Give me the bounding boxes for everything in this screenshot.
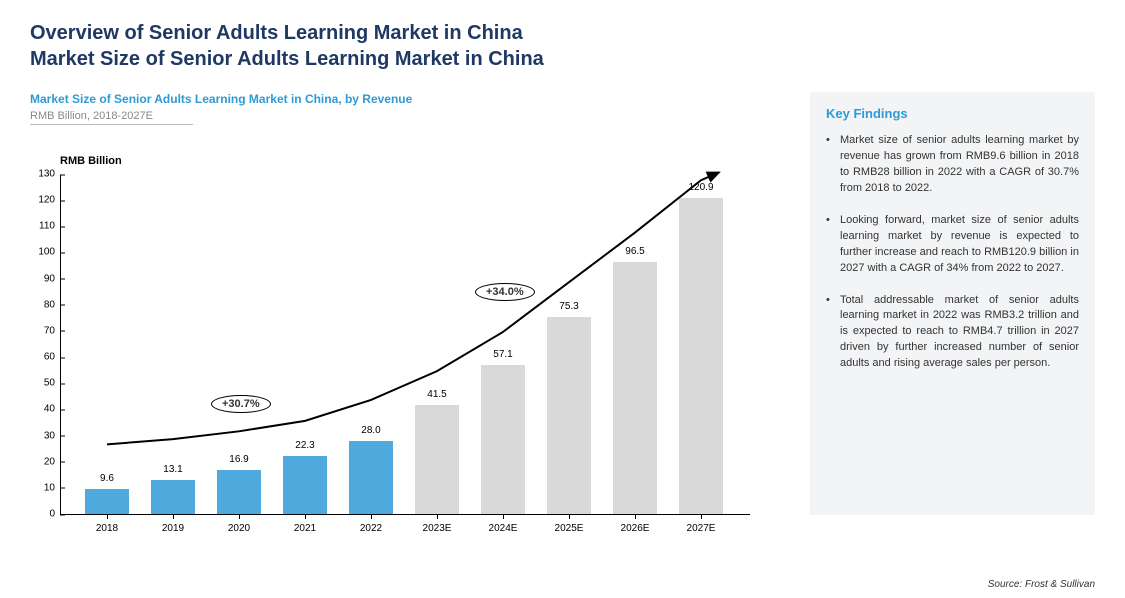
y-tick: 80 (29, 299, 55, 310)
finding-item: Market size of senior adults learning ma… (826, 133, 1079, 197)
finding-item: Total addressable market of senior adult… (826, 293, 1079, 373)
x-category-label: 2024E (473, 523, 533, 534)
title-line1: Overview of Senior Adults Learning Marke… (30, 20, 1095, 46)
x-category-label: 2027E (671, 523, 731, 534)
x-category-label: 2022 (341, 523, 401, 534)
x-tick (173, 514, 174, 519)
y-tick: 60 (29, 352, 55, 363)
chart-title: Market Size of Senior Adults Learning Ma… (30, 92, 790, 106)
x-category-label: 2025E (539, 523, 599, 534)
y-tick: 130 (29, 169, 55, 180)
x-category-label: 2018 (77, 523, 137, 534)
chart-block: Market Size of Senior Adults Learning Ma… (30, 92, 790, 515)
y-tick: 40 (29, 404, 55, 415)
x-category-label: 2021 (275, 523, 335, 534)
finding-item: Looking forward, market size of senior a… (826, 213, 1079, 277)
x-tick (503, 514, 504, 519)
x-tick (239, 514, 240, 519)
x-tick (701, 514, 702, 519)
y-tick: 0 (29, 509, 55, 520)
chart-plot-area: 01020304050607080901001101201309.6201813… (60, 175, 750, 515)
content-row: Market Size of Senior Adults Learning Ma… (30, 92, 1095, 515)
x-category-label: 2019 (143, 523, 203, 534)
findings-heading: Key Findings (826, 106, 1079, 121)
x-tick (305, 514, 306, 519)
cagr-bubble: +34.0% (475, 283, 535, 301)
x-tick (437, 514, 438, 519)
x-tick (107, 514, 108, 519)
x-tick (371, 514, 372, 519)
y-tick: 100 (29, 247, 55, 258)
x-tick (635, 514, 636, 519)
key-findings-panel: Key Findings Market size of senior adult… (810, 92, 1095, 515)
x-category-label: 2020 (209, 523, 269, 534)
title-line2: Market Size of Senior Adults Learning Ma… (30, 46, 1095, 72)
y-tick: 120 (29, 195, 55, 206)
y-tick: 20 (29, 456, 55, 467)
y-tick: 70 (29, 325, 55, 336)
x-category-label: 2026E (605, 523, 665, 534)
y-tick: 50 (29, 378, 55, 389)
x-category-label: 2023E (407, 523, 467, 534)
trend-line (61, 175, 750, 514)
findings-list: Market size of senior adults learning ma… (826, 133, 1079, 372)
y-tick: 110 (29, 221, 55, 232)
chart-subtitle: RMB Billion, 2018-2027E (30, 110, 193, 125)
x-tick (569, 514, 570, 519)
cagr-bubble: +30.7% (211, 395, 271, 413)
y-tick: 30 (29, 430, 55, 441)
page-header: Overview of Senior Adults Learning Marke… (30, 20, 1095, 72)
y-tick: 90 (29, 273, 55, 284)
y-axis-label: RMB Billion (60, 155, 790, 167)
source-credit: Source: Frost & Sullivan (988, 579, 1095, 590)
y-tick: 10 (29, 482, 55, 493)
